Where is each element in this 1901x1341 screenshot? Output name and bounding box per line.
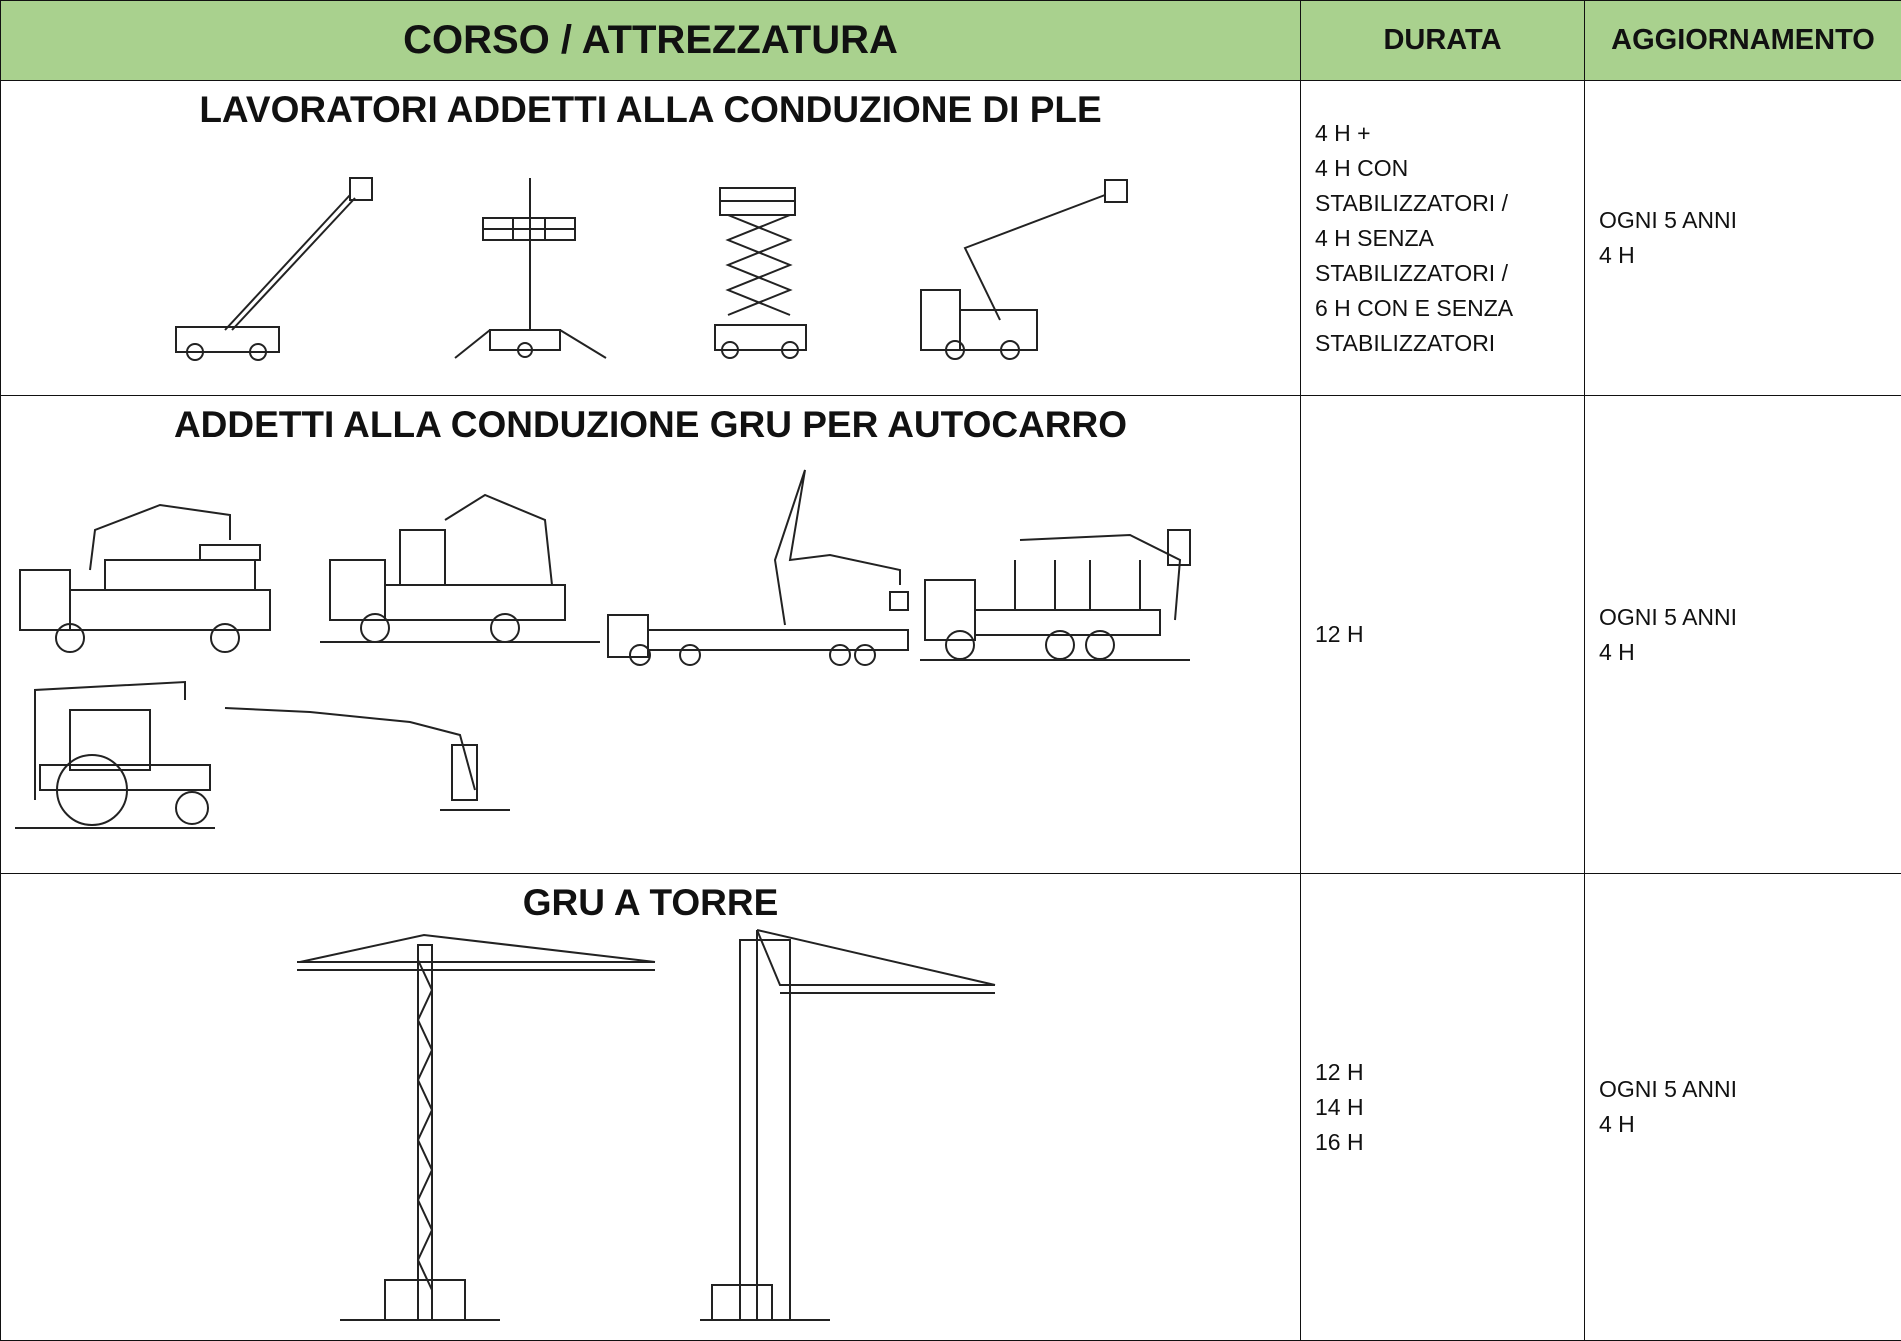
course-cell: GRU A TORRE bbox=[0, 873, 1301, 1341]
header-cell: CORSO / ATTREZZATURA bbox=[0, 0, 1301, 81]
course-title: GRU A TORRE bbox=[522, 882, 779, 923]
durata-line: STABILIZZATORI / bbox=[1315, 189, 1508, 216]
durata-cell: 12 H 14 H 16 H bbox=[1300, 873, 1585, 1341]
header-cell: AGGIORNAMENTO bbox=[1584, 0, 1901, 81]
aggiornamento-line: OGNI 5 ANNI bbox=[1599, 1076, 1738, 1102]
durata-line: 12 H bbox=[1315, 1058, 1364, 1085]
durata-line: STABILIZZATORI bbox=[1315, 329, 1496, 356]
durata-cell: 12 H bbox=[1300, 395, 1585, 874]
aggiornamento-cell: OGNI 5 ANNI 4 H bbox=[1584, 873, 1901, 1341]
durata-line: 4 H + bbox=[1315, 119, 1371, 146]
aggiornamento-line: 4 H bbox=[1599, 1111, 1635, 1137]
course-title: ADDETTI ALLA CONDUZIONE GRU PER AUTOCARR… bbox=[173, 404, 1128, 445]
aggiornamento-line: 4 H bbox=[1599, 242, 1635, 268]
durata-line: 12 H bbox=[1315, 621, 1364, 647]
aggiornamento-line: 4 H bbox=[1599, 638, 1635, 665]
aggiornamento-cell: OGNI 5 ANNI 4 H bbox=[1584, 395, 1901, 874]
durata-line: 6 H CON E SENZA bbox=[1315, 294, 1514, 321]
durata-cell: 4 H + 4 H CON STABILIZZATORI / 4 H SENZA STA… bbox=[1300, 80, 1585, 396]
aggiornamento-cell: OGNI 5 ANNI 4 H bbox=[1584, 80, 1901, 396]
header-cell: DURATA bbox=[1300, 0, 1585, 81]
durata-line: 4 H SENZA bbox=[1315, 224, 1434, 251]
aggiornamento-line: OGNI 5 ANNI bbox=[1599, 207, 1738, 233]
durata-line: 16 H bbox=[1315, 1128, 1364, 1155]
course-cell: ADDETTI ALLA CONDUZIONE GRU PER AUTOCARR… bbox=[0, 395, 1301, 874]
durata-line: 14 H bbox=[1315, 1093, 1364, 1120]
durata-line: 4 H CON bbox=[1315, 154, 1409, 181]
course-cell: LAVORATORI ADDETTI ALLA CONDUZIONE DI PL… bbox=[0, 80, 1301, 396]
durata-line: STABILIZZATORI / bbox=[1315, 259, 1508, 286]
aggiornamento-line: OGNI 5 ANNI bbox=[1599, 603, 1738, 630]
course-title: LAVORATORI ADDETTI ALLA CONDUZIONE DI PL… bbox=[199, 89, 1102, 130]
